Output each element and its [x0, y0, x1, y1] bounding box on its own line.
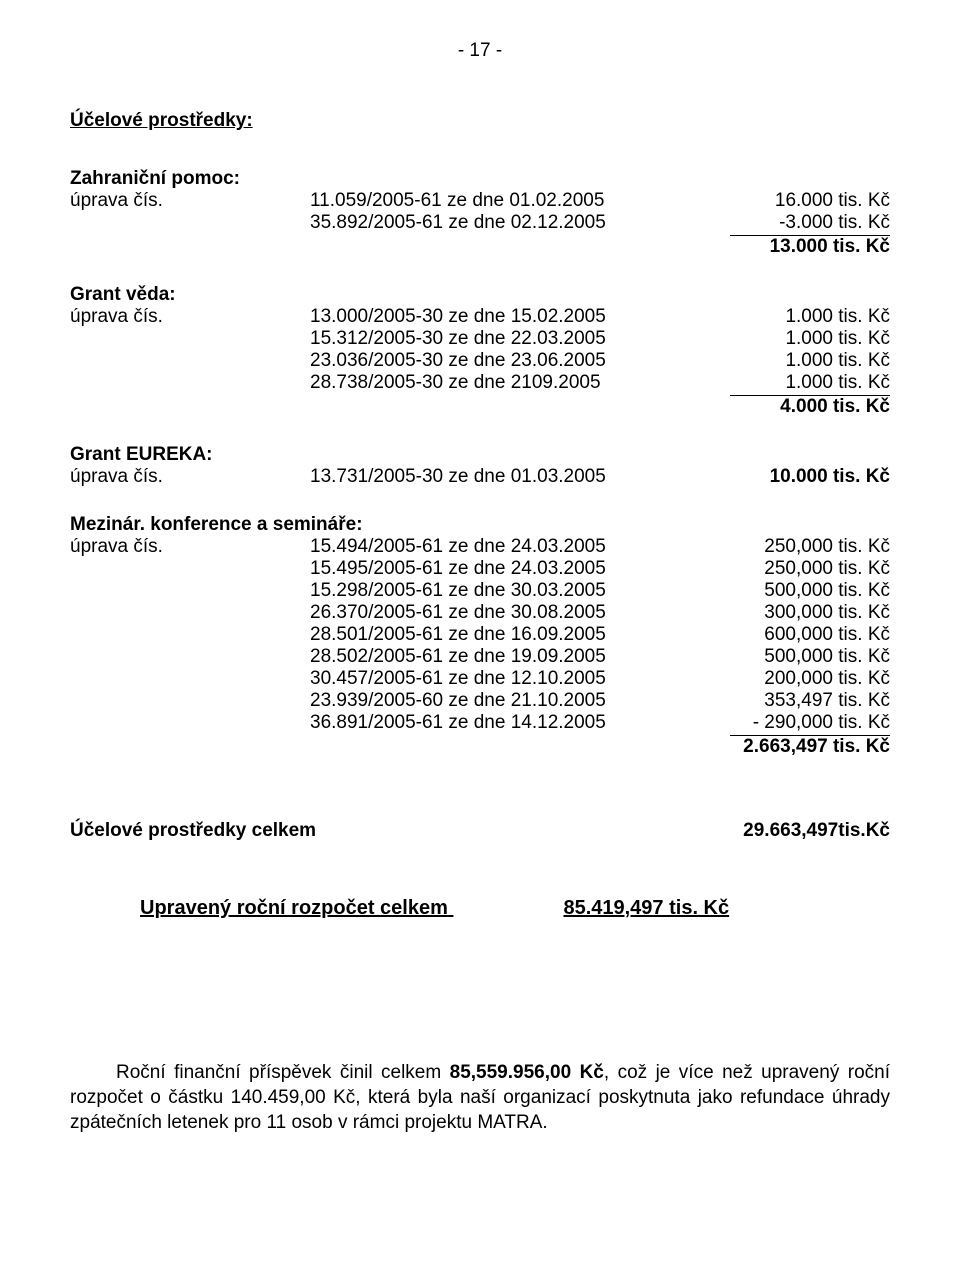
data-row: 26.370/2005-61 ze dne 30.08.2005300,000 … — [70, 602, 890, 624]
group-sum-row: 2.663,497 tis. Kč — [70, 736, 890, 758]
body-paragraph: Roční finanční příspěvek činil celkem 85… — [70, 1060, 890, 1135]
data-row: 35.892/2005-61 ze dne 02.12.2005-3.000 t… — [70, 212, 890, 236]
row-amount: 250,000 tis. Kč — [670, 536, 890, 558]
row-doc-ref: 28.501/2005-61 ze dne 16.09.2005 — [310, 624, 670, 646]
row-amount: 500,000 tis. Kč — [670, 580, 890, 602]
data-row: 28.738/2005-30 ze dne 2109.20051.000 tis… — [70, 372, 890, 396]
row-doc-ref: 23.036/2005-30 ze dne 23.06.2005 — [310, 350, 670, 372]
group-sum: 13.000 tis. Kč — [670, 236, 890, 258]
group-label: Zahraniční pomoc: — [70, 168, 890, 190]
total-value: 29.663,497tis.Kč — [743, 820, 890, 842]
row-doc-ref: 26.370/2005-61 ze dne 30.08.2005 — [310, 602, 670, 624]
data-row: 15.298/2005-61 ze dne 30.03.2005500,000 … — [70, 580, 890, 602]
data-row: úprava čís.13.000/2005-30 ze dne 15.02.2… — [70, 306, 890, 328]
adjusted-label: Upravený roční rozpočet celkem — [140, 897, 448, 919]
group-label: Mezinár. konference a semináře: — [70, 514, 890, 536]
row-doc-ref: 23.939/2005-60 ze dne 21.10.2005 — [310, 690, 670, 712]
row-amount: 250,000 tis. Kč — [670, 558, 890, 580]
data-row: úprava čís.13.731/2005-30 ze dne 01.03.2… — [70, 466, 890, 488]
row-amount: 1.000 tis. Kč — [670, 328, 890, 350]
row-doc-ref: 13.000/2005-30 ze dne 15.02.2005 — [310, 306, 670, 328]
data-row: 23.036/2005-30 ze dne 23.06.20051.000 ti… — [70, 350, 890, 372]
row-amount: 1.000 tis. Kč — [670, 372, 890, 396]
data-row: úprava čís.15.494/2005-61 ze dne 24.03.2… — [70, 536, 890, 558]
total-label: Účelové prostředky celkem — [70, 820, 316, 842]
group-sum: 2.663,497 tis. Kč — [670, 736, 890, 758]
paragraph-bold: 85,559.956,00 Kč — [450, 1062, 604, 1083]
data-row: úprava čís.11.059/2005-61 ze dne 01.02.2… — [70, 190, 890, 212]
row-doc-ref: 15.298/2005-61 ze dne 30.03.2005 — [310, 580, 670, 602]
row-amount: 500,000 tis. Kč — [670, 646, 890, 668]
row-doc-ref: 15.494/2005-61 ze dne 24.03.2005 — [310, 536, 670, 558]
row-doc-ref: 11.059/2005-61 ze dne 01.02.2005 — [310, 190, 670, 212]
row-doc-ref: 36.891/2005-61 ze dne 14.12.2005 — [310, 712, 670, 734]
data-row: 28.502/2005-61 ze dne 19.09.2005500,000 … — [70, 646, 890, 668]
row-amount: -3.000 tis. Kč — [670, 212, 890, 236]
row-doc-ref: 30.457/2005-61 ze dne 12.10.2005 — [310, 668, 670, 690]
group-label: Grant EUREKA: — [70, 444, 890, 466]
data-row: 30.457/2005-61 ze dne 12.10.2005200,000 … — [70, 668, 890, 690]
row-amount: 10.000 tis. Kč — [670, 466, 890, 488]
row-prefix: úprava čís. — [70, 466, 310, 488]
row-doc-ref: 15.495/2005-61 ze dne 24.03.2005 — [310, 558, 670, 580]
row-amount: 353,497 tis. Kč — [670, 690, 890, 712]
row-doc-ref: 35.892/2005-61 ze dne 02.12.2005 — [310, 212, 670, 234]
row-doc-ref: 28.738/2005-30 ze dne 2109.2005 — [310, 372, 670, 394]
row-amount: 1.000 tis. Kč — [670, 350, 890, 372]
row-doc-ref: 13.731/2005-30 ze dne 01.03.2005 — [310, 466, 670, 488]
paragraph-prefix: Roční finanční příspěvek činil celkem — [116, 1062, 450, 1083]
group-label: Grant věda: — [70, 284, 890, 306]
row-amount: 1.000 tis. Kč — [670, 306, 890, 328]
data-row: 15.312/2005-30 ze dne 22.03.20051.000 ti… — [70, 328, 890, 350]
row-doc-ref: 15.312/2005-30 ze dne 22.03.2005 — [310, 328, 670, 350]
adjusted-budget: Upravený roční rozpočet celkem 85.419,49… — [140, 897, 890, 920]
adjusted-value: 85.419,497 tis. Kč — [563, 897, 729, 919]
row-amount: 600,000 tis. Kč — [670, 624, 890, 646]
section-heading: Účelové prostředky: — [70, 110, 890, 132]
row-amount: 16.000 tis. Kč — [670, 190, 890, 212]
group-sum-row: 13.000 tis. Kč — [70, 236, 890, 258]
row-amount: 200,000 tis. Kč — [670, 668, 890, 690]
row-prefix: úprava čís. — [70, 306, 310, 328]
group-sum: 4.000 tis. Kč — [670, 396, 890, 418]
row-prefix: úprava čís. — [70, 190, 310, 212]
group-sum-row: 4.000 tis. Kč — [70, 396, 890, 418]
data-row: 23.939/2005-60 ze dne 21.10.2005353,497 … — [70, 690, 890, 712]
data-row: 28.501/2005-61 ze dne 16.09.2005600,000 … — [70, 624, 890, 646]
data-row: 36.891/2005-61 ze dne 14.12.2005- 290,00… — [70, 712, 890, 736]
total-row: Účelové prostředky celkem 29.663,497tis.… — [70, 820, 890, 842]
data-row: 15.495/2005-61 ze dne 24.03.2005250,000 … — [70, 558, 890, 580]
row-doc-ref: 28.502/2005-61 ze dne 19.09.2005 — [310, 646, 670, 668]
row-amount: - 290,000 tis. Kč — [670, 712, 890, 736]
row-amount: 300,000 tis. Kč — [670, 602, 890, 624]
page-number: - 17 - — [70, 40, 890, 62]
row-prefix: úprava čís. — [70, 536, 310, 558]
